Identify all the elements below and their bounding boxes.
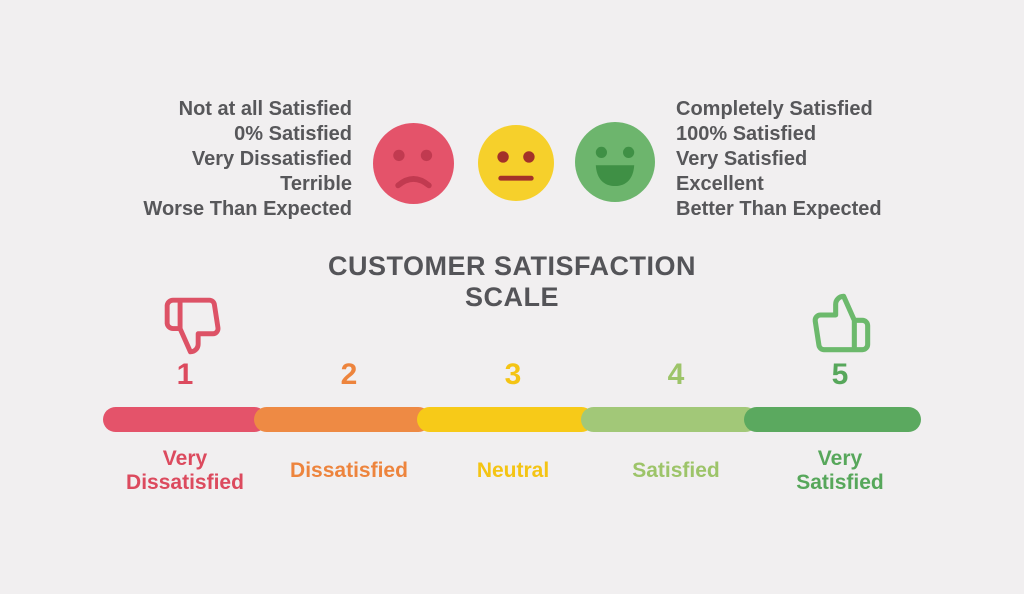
bar-segment-dissatisfied [254, 407, 431, 432]
negative-line: Terrible [280, 173, 352, 195]
positive-line: Completely Satisfied [676, 98, 873, 120]
scale-number-2: 2 [340, 358, 358, 391]
scale-label-dissatisfied: Dissatisfied [264, 444, 434, 498]
satisfaction-scale-bar [103, 407, 921, 432]
title-line-2: SCALE [464, 282, 559, 312]
negative-descriptors: Not at all Satisfied 0% Satisfied Very D… [56, 97, 352, 222]
scale-label-satisfied: Satisfied [591, 444, 761, 498]
scale-label-very-dissatisfied: Very Dissatisfied [100, 444, 270, 498]
scale-label-text: Very Satisfied [796, 447, 884, 494]
positive-line: Very Satisfied [676, 148, 808, 170]
positive-descriptors: Completely Satisfied 100% Satisfied Very… [676, 97, 976, 222]
negative-line: Very Dissatisfied [191, 148, 352, 170]
neutral-face-icon [478, 125, 554, 201]
thumbs-down-icon [154, 295, 232, 357]
bar-segment-very-dissatisfied [103, 407, 267, 432]
positive-line: 100% Satisfied [676, 123, 817, 145]
negative-line: Worse Than Expected [143, 198, 352, 220]
positive-line: Better Than Expected [676, 198, 882, 220]
scale-number-1: 1 [176, 358, 194, 391]
scale-label-text: Dissatisfied [290, 459, 408, 482]
title-line-1: CUSTOMER SATISFACTION [327, 251, 696, 281]
frowning-face-icon [373, 123, 454, 204]
scale-label-text: Very Dissatisfied [126, 447, 244, 494]
bar-segment-satisfied [581, 407, 758, 432]
negative-line: 0% Satisfied [234, 123, 352, 145]
positive-line: Excellent [676, 173, 764, 195]
scale-number-4: 4 [667, 358, 685, 391]
bar-segment-very-satisfied [744, 407, 921, 432]
smiling-face-icon [575, 122, 655, 202]
scale-number-5: 5 [831, 358, 849, 391]
thumbs-up-icon [802, 291, 880, 355]
negative-line: Not at all Satisfied [178, 98, 352, 120]
scale-number-3: 3 [504, 358, 522, 391]
bar-segment-neutral [417, 407, 594, 432]
page-title: CUSTOMER SATISFACTION SCALE [0, 251, 1024, 313]
scale-label-text: Satisfied [632, 459, 720, 482]
scale-label-very-satisfied: Very Satisfied [755, 444, 925, 498]
scale-label-neutral: Neutral [428, 444, 598, 498]
scale-label-text: Neutral [476, 459, 550, 482]
